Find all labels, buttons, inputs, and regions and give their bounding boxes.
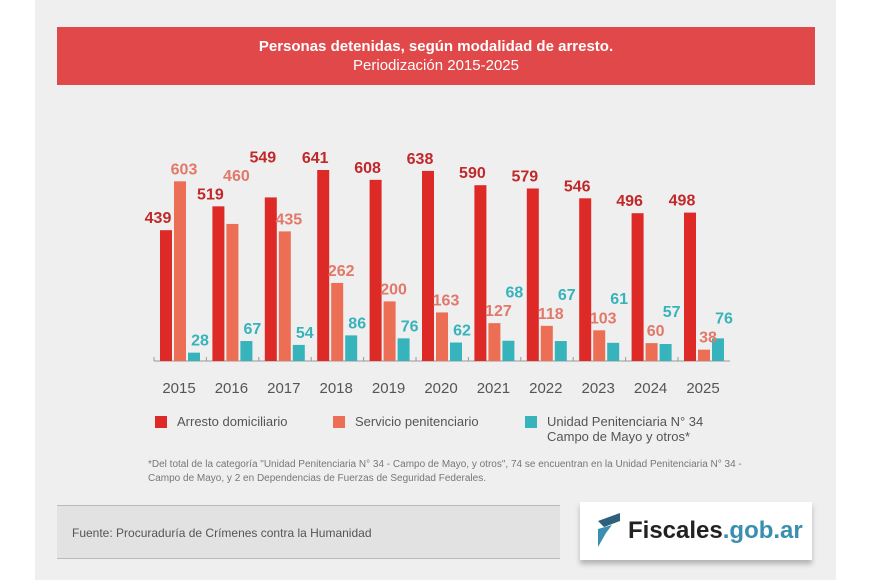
x-tick-label: 2020 <box>424 380 457 397</box>
bar-1-2023 <box>593 330 606 361</box>
bar-2-2016 <box>240 341 253 361</box>
data-label: 54 <box>296 325 314 342</box>
data-label: 200 <box>380 281 407 298</box>
logo-domain: .gob.ar <box>722 517 803 544</box>
data-label: 519 <box>197 186 224 203</box>
bar-2-2023 <box>607 342 620 361</box>
bar-0-2024 <box>631 213 644 361</box>
data-label: 435 <box>275 211 302 228</box>
bar-0-2025 <box>684 212 696 361</box>
bar-0-2022 <box>526 188 539 361</box>
data-label: 67 <box>558 287 576 304</box>
bar-0-2017 <box>264 197 277 361</box>
data-label: 67 <box>244 321 262 338</box>
x-tick-label: 2016 <box>215 380 248 397</box>
fiscales-flag-logo-icon <box>598 513 620 547</box>
bar-0-2018 <box>317 170 330 361</box>
data-label: 127 <box>485 303 512 320</box>
bar-1-2018 <box>331 282 344 361</box>
bar-0-2021 <box>474 185 487 361</box>
bar-2-2015 <box>188 352 200 361</box>
legend-label: Servicio penitenciario <box>355 414 479 429</box>
data-label: 603 <box>171 161 198 178</box>
data-label: 86 <box>348 315 366 332</box>
data-label: 57 <box>663 304 681 321</box>
x-tick-label: 2025 <box>686 380 719 397</box>
legend-swatch <box>155 416 167 428</box>
x-tick-label: 2019 <box>372 380 405 397</box>
data-label: 498 <box>669 193 696 210</box>
bar-0-2023 <box>579 198 592 361</box>
bar-0-2015 <box>160 230 172 361</box>
bar-2-2025 <box>712 338 724 361</box>
legend-item-servicio: Servicio penitenciario <box>333 414 479 429</box>
x-tick-label: 2024 <box>634 380 667 397</box>
bar-1-2020 <box>436 312 448 361</box>
bar-2-2019 <box>397 338 410 361</box>
chart-header: Personas detenidas, según modalidad de a… <box>57 27 815 85</box>
x-tick-label: 2021 <box>477 380 510 397</box>
x-tick-label: 2023 <box>582 380 615 397</box>
bar-1-2024 <box>645 343 658 361</box>
legend-swatch <box>525 416 537 428</box>
bar-0-2020 <box>422 170 434 361</box>
source-text: Fuente: Procuraduría de Crímenes contra … <box>57 505 560 559</box>
bar-1-2025 <box>698 349 710 361</box>
bar-1-2021 <box>488 323 501 361</box>
data-label: 460 <box>223 168 250 185</box>
bar-2-2017 <box>292 344 305 361</box>
bar-2-2018 <box>345 335 358 361</box>
data-label: 579 <box>511 168 538 185</box>
footnote: *Del total de la categoría "Unidad Penit… <box>148 459 742 484</box>
bar-1-2015 <box>174 181 186 361</box>
chart-subtitle: Periodización 2015-2025 <box>353 57 519 74</box>
legend-item-unidad: Unidad Penitenciaria N° 34 Campo de Mayo… <box>525 414 703 444</box>
data-label: 118 <box>538 306 564 323</box>
x-tick-label: 2017 <box>267 380 300 397</box>
x-tick-label: 2018 <box>320 380 353 397</box>
bar-1-2022 <box>540 325 553 361</box>
bar-2-2020 <box>450 342 462 361</box>
data-label: 546 <box>564 178 591 195</box>
legend-label: Arresto domiciliario <box>177 414 288 429</box>
bar-2-2022 <box>554 341 567 361</box>
data-label: 262 <box>328 263 355 280</box>
data-label: 163 <box>433 292 460 309</box>
data-label: 28 <box>191 333 209 350</box>
data-label: 60 <box>647 323 665 340</box>
data-label: 496 <box>616 193 643 210</box>
data-label: 641 <box>302 150 329 167</box>
bar-2-2021 <box>502 340 515 361</box>
data-label: 76 <box>715 310 733 327</box>
x-tick-label: 2022 <box>529 380 562 397</box>
data-label: 439 <box>145 210 172 227</box>
bar-0-2019 <box>369 179 382 361</box>
data-label: 76 <box>401 318 419 335</box>
data-label: 590 <box>459 165 486 182</box>
legend-label: Unidad Penitenciaria N° 34 <box>547 414 704 429</box>
data-label: 549 <box>249 149 276 166</box>
bar-0-2016 <box>212 206 225 361</box>
data-label: 68 <box>506 285 524 302</box>
chart-title: Personas detenidas, según modalidad de a… <box>258 38 614 55</box>
bar-2-2024 <box>659 344 672 361</box>
legend-item-arresto: Arresto domiciliario <box>155 414 288 429</box>
legend-label-2: Campo de Mayo y otros* <box>547 429 691 444</box>
bar-1-2016 <box>226 223 239 361</box>
x-tick-label: 2015 <box>162 380 195 397</box>
fiscales-logo[interactable]: Fiscales .gob.ar <box>580 502 812 560</box>
data-label: 62 <box>453 323 471 340</box>
legend-swatch <box>333 416 345 428</box>
bar-1-2019 <box>383 301 396 361</box>
data-label: 608 <box>354 160 381 177</box>
bar-1-2017 <box>278 231 291 361</box>
data-label: 61 <box>610 291 628 308</box>
data-label: 103 <box>590 310 617 327</box>
data-label: 638 <box>407 151 434 168</box>
logo-name: Fiscales <box>628 517 723 544</box>
data-label: 38 <box>699 330 717 347</box>
